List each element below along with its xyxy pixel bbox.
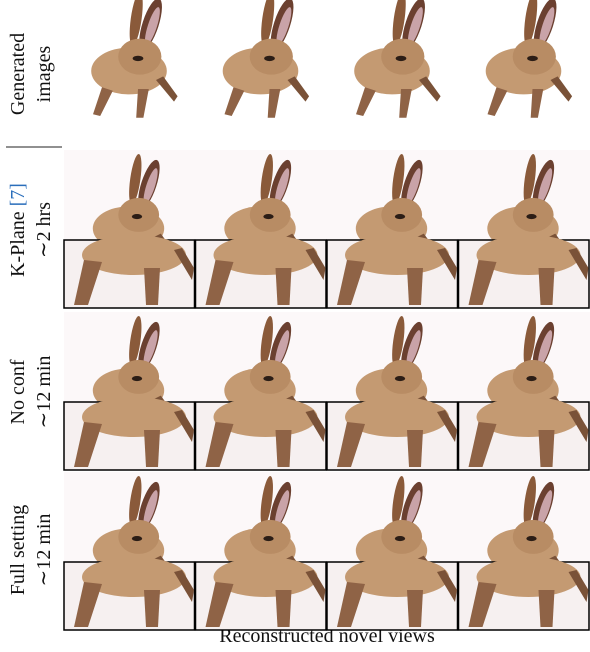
zoom-inset — [196, 557, 327, 630]
zoom-inset — [64, 235, 195, 308]
zoom-inset — [459, 235, 590, 308]
row-label: images — [33, 45, 55, 102]
zoom-inset — [327, 235, 458, 308]
inset-leg — [144, 430, 160, 467]
figure: Generated images K-Plane [7] ∼2 hrs No c… — [0, 0, 590, 652]
inset-leg — [276, 268, 292, 305]
inset-leg — [407, 268, 423, 305]
inset-leg — [144, 268, 160, 305]
inset-leg — [276, 430, 292, 467]
citation[interactable]: [7] — [7, 183, 29, 206]
inset-leg — [407, 590, 423, 627]
zoom-inset — [459, 397, 590, 470]
row-label: K-Plane [7] — [7, 183, 29, 277]
row-label: Generated — [7, 33, 29, 115]
inset-leg — [539, 268, 555, 305]
generated-image — [223, 0, 309, 118]
generated-image — [486, 0, 572, 118]
row-label: Full setting — [7, 505, 29, 596]
inset-leg — [276, 590, 292, 627]
method-name: K-Plane — [7, 211, 29, 277]
row-time: ∼2 hrs — [33, 202, 55, 258]
generated-image — [354, 0, 440, 118]
row-labels: Generated images K-Plane [7] ∼2 hrs No c… — [6, 33, 62, 595]
zoom-inset — [64, 397, 195, 470]
zoom-inset — [64, 557, 195, 630]
zoom-inset — [327, 397, 458, 470]
row-time: ∼12 min — [33, 514, 55, 587]
zoom-inset — [196, 235, 327, 308]
zoom-inset — [459, 557, 590, 630]
row-label: No conf — [7, 359, 29, 424]
inset-leg — [539, 590, 555, 627]
zoom-inset — [327, 557, 458, 630]
inset-leg — [407, 430, 423, 467]
generated-image — [91, 0, 177, 118]
zoom-inset — [196, 397, 327, 470]
row-time: ∼12 min — [33, 356, 55, 429]
inset-leg — [144, 590, 160, 627]
inset-leg — [539, 430, 555, 467]
